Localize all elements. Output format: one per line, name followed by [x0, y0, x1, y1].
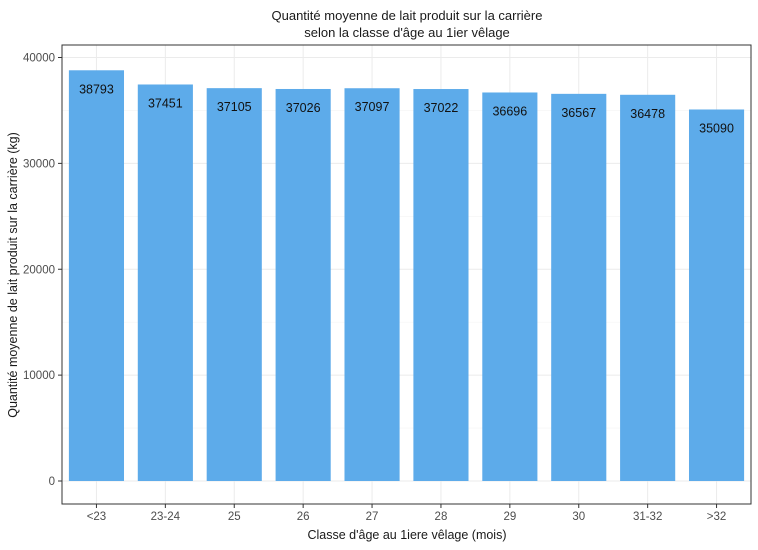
x-axis: <23 23-24 25 26 27 28 29 30 31-32 >32 [87, 504, 727, 523]
bar [551, 93, 607, 481]
x-tick-label: 31-32 [633, 511, 662, 523]
bar [137, 84, 193, 481]
y-tick-label: 30000 [23, 158, 55, 170]
y-tick-label: 10000 [23, 370, 55, 382]
x-tick-label: 23-24 [151, 511, 181, 523]
x-tick-label: 28 [435, 511, 448, 523]
bar-value-label: 36567 [561, 106, 596, 120]
bar-value-label: 38793 [79, 82, 114, 96]
x-tick-label: 26 [297, 511, 310, 523]
x-tick-label: >32 [707, 511, 727, 523]
x-tick-label: 27 [366, 511, 379, 523]
bar [206, 88, 262, 481]
plot-panel-border [61, 44, 752, 505]
bar [688, 109, 745, 482]
bar [482, 92, 538, 481]
bar-value-label: 37451 [148, 96, 183, 110]
bar-value-label: 36478 [630, 107, 665, 121]
bar-value-label: 37097 [355, 100, 390, 114]
x-tick-label: 30 [572, 511, 585, 523]
bar [68, 70, 125, 481]
y-axis: 0 10000 20000 30000 40000 [23, 53, 62, 488]
bar-value-labels: 38793 37451 37105 37026 37097 37022 36696 36567… [79, 82, 734, 135]
bar [344, 88, 400, 482]
bar-value-label: 36696 [492, 104, 527, 118]
x-axis-title: Classe d'âge au 1iere vêlage (mois) [307, 528, 506, 542]
bar-value-label: 37026 [286, 101, 321, 115]
y-tick-label: 20000 [23, 264, 55, 276]
bar-value-label: 37105 [217, 100, 252, 114]
bar-value-label: 35090 [699, 121, 734, 135]
bar [275, 88, 331, 481]
chart-title-line-2: selon la classe d'âge au 1ier vêlage [304, 25, 510, 40]
bar-value-label: 37022 [424, 101, 459, 115]
y-tick-label: 0 [49, 476, 55, 488]
y-axis-title: Quantité moyenne de lait produit sur la … [6, 132, 20, 418]
x-tick-label: 25 [228, 511, 241, 523]
x-tick-label: 29 [503, 511, 516, 523]
chart-title-line-1: Quantité moyenne de lait produit sur la … [272, 8, 543, 23]
y-tick-label: 40000 [23, 53, 55, 65]
x-tick-label: <23 [87, 511, 107, 523]
bar [413, 89, 469, 481]
bar [620, 94, 676, 481]
bars [68, 70, 745, 482]
